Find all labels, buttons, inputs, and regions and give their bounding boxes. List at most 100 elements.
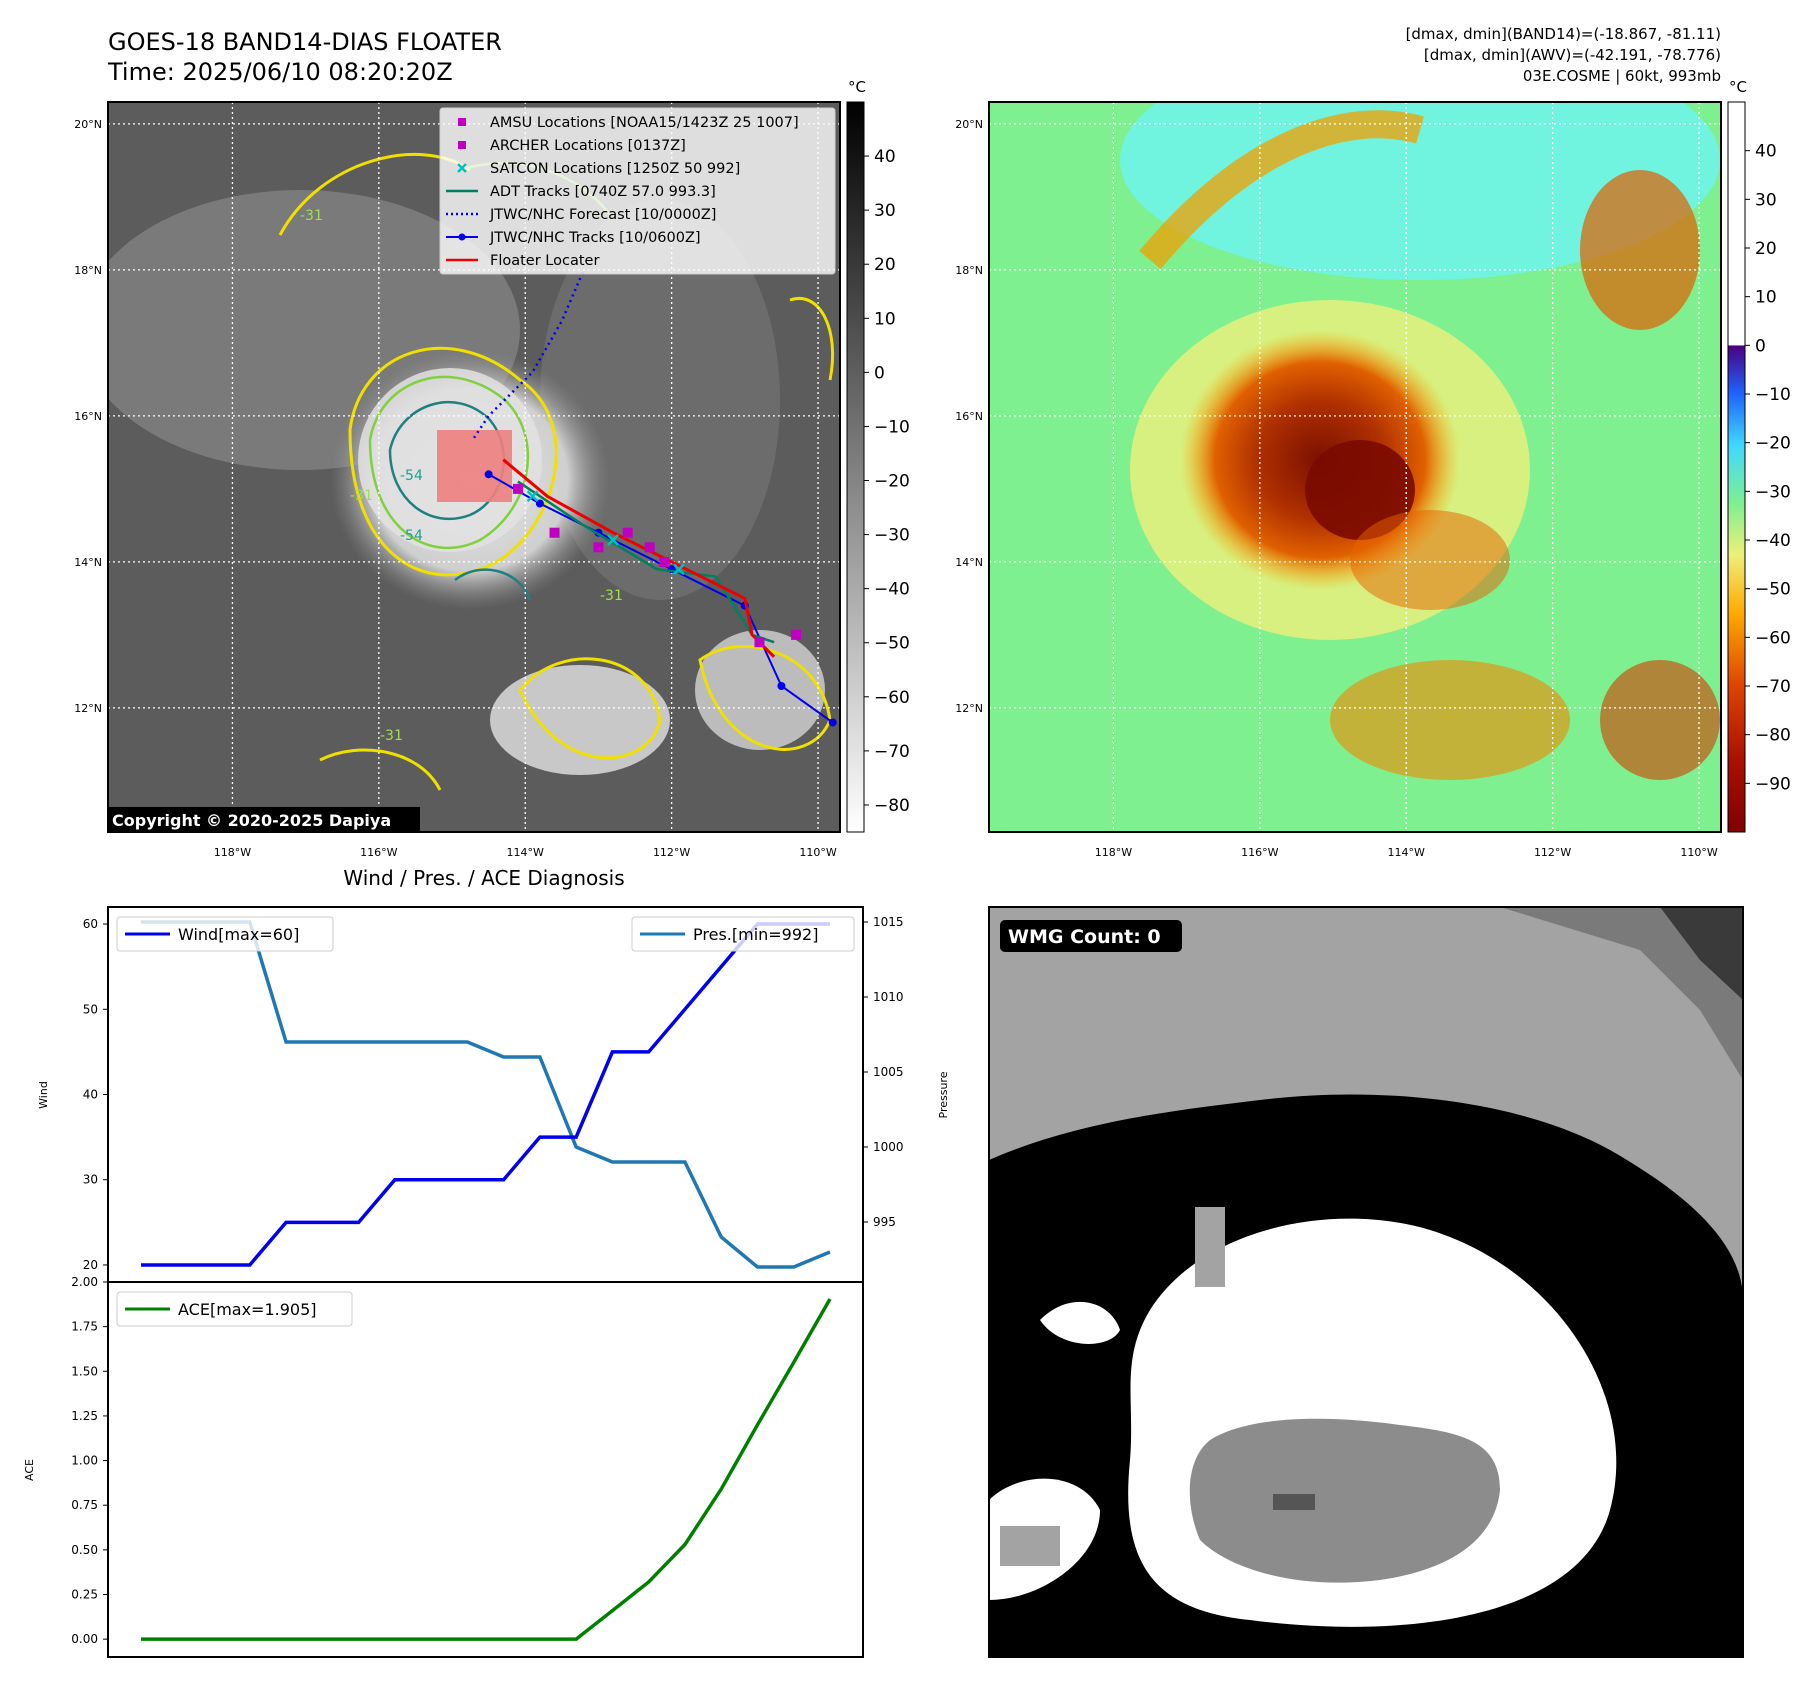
ace-tick-label: 1.00 bbox=[71, 1454, 98, 1468]
legend-label: SATCON Locations [1250Z 50 992] bbox=[490, 161, 740, 177]
amsu-marker bbox=[644, 542, 655, 553]
pressure-tick-label: 1010 bbox=[873, 990, 904, 1004]
lon-tick-label: 114°W bbox=[1388, 846, 1425, 859]
amsu-marker bbox=[659, 556, 670, 567]
colorbar-tick-label: 0 bbox=[874, 363, 885, 383]
legend-marker-square bbox=[458, 141, 466, 149]
contour-label: -31 bbox=[380, 728, 403, 744]
ace-legend: ACE[max=1.905] bbox=[116, 1291, 353, 1327]
wmg-white-west bbox=[1040, 1301, 1120, 1344]
colorbar-tick-label: 40 bbox=[874, 147, 896, 167]
colorbar-tick-label: −30 bbox=[874, 526, 910, 546]
colorbar-tick-label: −50 bbox=[1755, 580, 1791, 600]
wind-legend-label: Wind[max=60] bbox=[178, 925, 299, 944]
wmg-count-label: WMG Count: 0 bbox=[1008, 926, 1161, 948]
legend-label: ADT Tracks [0740Z 57.0 993.3] bbox=[490, 184, 716, 200]
ir-colorbar-unit: °C bbox=[848, 78, 866, 96]
colorbar-tick-label: −40 bbox=[874, 580, 910, 600]
floater-box bbox=[437, 430, 512, 502]
colorbar-tick-label: 20 bbox=[874, 255, 896, 275]
satcon-marker bbox=[526, 490, 539, 503]
contour-label: -54 bbox=[400, 468, 423, 484]
ace-tick-label: 0.50 bbox=[71, 1543, 98, 1557]
lat-tick-label: 14°N bbox=[955, 556, 983, 569]
awv-map-frame bbox=[988, 101, 1722, 833]
ir-contour-east bbox=[789, 297, 835, 381]
wind-legend: Wind[max=60] bbox=[116, 916, 334, 952]
jtwc-track-point bbox=[828, 718, 837, 727]
wind-axis-label: Wind bbox=[37, 1081, 50, 1109]
amsu-marker bbox=[754, 637, 765, 648]
pressure-legend-label: Pres.[min=992] bbox=[693, 925, 818, 944]
ace-legend-box bbox=[116, 1291, 353, 1327]
legend-marker-x bbox=[457, 163, 467, 173]
legend-marker-square bbox=[458, 118, 466, 126]
info-band14: [dmax, dmin](BAND14)=(-18.867, -81.11) bbox=[1406, 25, 1721, 43]
info-storm: 03E.COSME | 60kt, 993mb bbox=[1523, 67, 1721, 85]
ir-contour-mid bbox=[368, 375, 529, 550]
pressure-legend: Pres.[min=992] bbox=[631, 916, 855, 952]
colorbar-tick-label: −20 bbox=[874, 472, 910, 492]
ir-legend: AMSU Locations [NOAA15/1423Z 25 1007] ARC… bbox=[439, 107, 836, 275]
amsu-marker bbox=[622, 527, 633, 538]
satcon-marker bbox=[607, 534, 619, 546]
awv-eyewall bbox=[1305, 440, 1415, 540]
lon-tick-label: 110°W bbox=[799, 846, 836, 859]
awv-band-south bbox=[1330, 660, 1570, 780]
ace-tick-label: 1.75 bbox=[71, 1320, 98, 1334]
wind-tick-label: 40 bbox=[83, 1088, 98, 1102]
colorbar-tick-label: −90 bbox=[1755, 774, 1791, 794]
lon-tick-label: 110°W bbox=[1680, 846, 1717, 859]
lat-tick-label: 12°N bbox=[955, 702, 983, 715]
colorbar-tick-label: −80 bbox=[874, 796, 910, 816]
ir-colorbar bbox=[846, 101, 865, 833]
wind-line bbox=[141, 922, 830, 1267]
awv-cells-southeast bbox=[1600, 660, 1720, 780]
satcon-marker bbox=[673, 563, 685, 576]
colorbar-tick-label: 0 bbox=[1755, 336, 1766, 356]
copyright-text: Copyright © 2020-2025 Dapiya bbox=[112, 811, 391, 830]
pressure-legend-box bbox=[631, 916, 855, 952]
ir-contour-south bbox=[518, 657, 662, 760]
wmg-gray-southwest bbox=[1000, 1526, 1060, 1566]
jtwc-track-point bbox=[535, 499, 544, 508]
pressure-tick-label: 1015 bbox=[873, 915, 904, 929]
legend-label: JTWC/NHC Forecast [10/0000Z] bbox=[489, 207, 716, 223]
wmg-gray-ne bbox=[1500, 907, 1743, 1080]
ir-contour-rainband bbox=[454, 568, 532, 601]
colorbar-tick-label: 30 bbox=[874, 201, 896, 221]
wmg-eye-dark bbox=[1273, 1494, 1315, 1510]
ir-colorbar-ticks: 40 30 20 10 0 −10 −20 −30 −40 −50 −60 −70 −80 bbox=[864, 147, 910, 816]
colorbar-tick-label: −30 bbox=[1755, 482, 1791, 502]
lat-tick-label: 14°N bbox=[74, 556, 102, 569]
wind-pressure-chart: 20 30 40 50 60 995 1000 1005 1010 1015 Wind Press… bbox=[37, 906, 950, 1283]
ace-tick-label: 0.75 bbox=[71, 1498, 98, 1512]
pressure-tick-label: 1000 bbox=[873, 1140, 904, 1154]
jtwc-track-point bbox=[777, 682, 786, 690]
colorbar-tick-label: 10 bbox=[1755, 288, 1777, 308]
pressure-tick-label: 1005 bbox=[873, 1065, 904, 1079]
lat-tick-label: 12°N bbox=[74, 702, 102, 715]
ace-tick-label: 2.00 bbox=[71, 1275, 98, 1289]
colorbar-tick-label: 20 bbox=[1755, 239, 1777, 259]
awv-map-panel bbox=[989, 102, 1721, 832]
colorbar-tick-label: −80 bbox=[1755, 726, 1791, 746]
lat-tick-label: 16°N bbox=[955, 410, 983, 423]
colorbar-tick-label: −60 bbox=[1755, 628, 1791, 648]
ace-tick-label: 0.00 bbox=[71, 1632, 98, 1646]
wind-tick-label: 50 bbox=[83, 1002, 98, 1016]
colorbar-tick-label: −20 bbox=[1755, 434, 1791, 454]
awv-colorbar bbox=[1727, 101, 1746, 833]
wind-legend-box bbox=[116, 916, 334, 952]
legend-box bbox=[439, 107, 836, 275]
wmg-eye-gray bbox=[1189, 1418, 1500, 1583]
colorbar-tick-label: −10 bbox=[874, 417, 910, 437]
legend-label: JTWC/NHC Tracks [10/0600Z] bbox=[489, 230, 701, 246]
lon-tick-label: 116°W bbox=[1241, 846, 1278, 859]
ir-cloud-south bbox=[490, 665, 670, 775]
amsu-marker bbox=[791, 629, 802, 640]
lon-tick-label: 118°W bbox=[214, 846, 251, 859]
lon-tick-label: 112°W bbox=[1534, 846, 1571, 859]
